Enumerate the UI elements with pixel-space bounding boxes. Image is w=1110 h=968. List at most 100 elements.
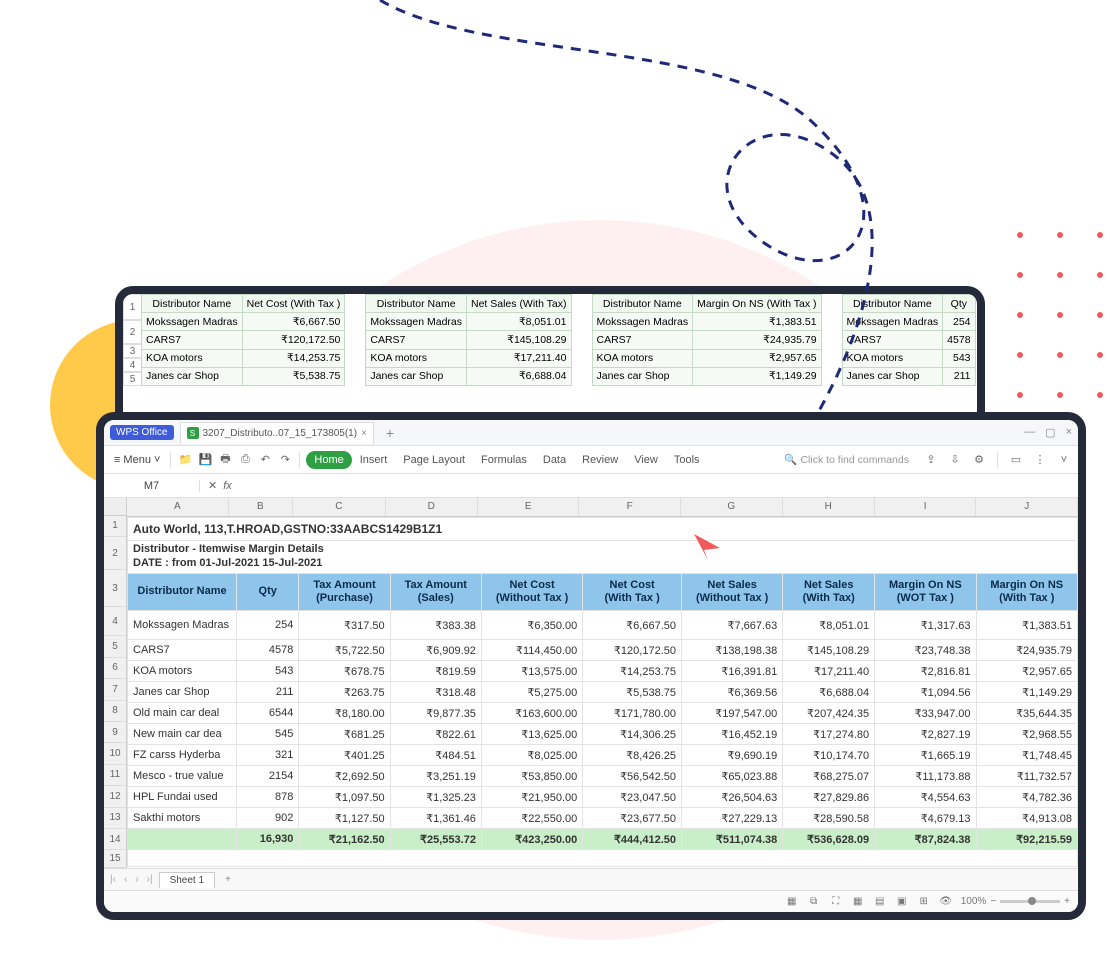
maximize-icon[interactable]: ▢ <box>1045 426 1055 439</box>
cell[interactable]: ₹681.25 <box>299 724 390 745</box>
cell[interactable]: Old main car deal <box>128 703 237 724</box>
cell[interactable]: ₹7,667.63 <box>682 611 783 640</box>
title-cell[interactable]: Auto World, 113,T.HROAD,GSTNO:33AABCS142… <box>128 518 1078 541</box>
column-header[interactable]: D <box>386 498 478 516</box>
cell[interactable]: ₹14,306.25 <box>583 724 682 745</box>
cell[interactable]: ₹263.75 <box>299 682 390 703</box>
cell[interactable]: ₹444,412.50 <box>583 829 682 850</box>
cell[interactable]: 902 <box>237 808 299 829</box>
cell[interactable]: ₹8,180.00 <box>299 703 390 724</box>
column-header[interactable]: G <box>681 498 783 516</box>
cell[interactable]: ₹2,816.81 <box>875 661 976 682</box>
cell[interactable]: ₹1,383.51 <box>976 611 1077 640</box>
cell[interactable]: ₹207,424.35 <box>783 703 875 724</box>
cell[interactable]: ₹163,600.00 <box>481 703 582 724</box>
cell[interactable]: ₹678.75 <box>299 661 390 682</box>
cell[interactable]: ₹1,317.63 <box>875 611 976 640</box>
cell[interactable]: ₹13,625.00 <box>481 724 582 745</box>
row-header[interactable]: 10 <box>104 743 126 764</box>
menu-button[interactable]: ≡ Menu ˅ <box>110 452 164 468</box>
cell[interactable]: ₹25,553.72 <box>390 829 481 850</box>
cell[interactable]: 4578 <box>237 640 299 661</box>
table-header[interactable]: Net Sales(Without Tax ) <box>682 574 783 611</box>
cell[interactable]: 321 <box>237 745 299 766</box>
cell[interactable]: 878 <box>237 787 299 808</box>
cell[interactable]: ₹171,780.00 <box>583 703 682 724</box>
column-header[interactable]: H <box>783 498 875 516</box>
cell[interactable]: ₹383.38 <box>390 611 481 640</box>
cell[interactable]: ₹138,198.38 <box>682 640 783 661</box>
minimize-icon[interactable]: — <box>1024 426 1035 439</box>
column-header[interactable]: J <box>976 498 1078 516</box>
cell[interactable]: ₹120,172.50 <box>583 640 682 661</box>
cell[interactable]: ₹1,665.19 <box>875 745 976 766</box>
sheet-nav-first-icon[interactable]: |‹ <box>108 874 118 885</box>
cell[interactable]: ₹26,504.63 <box>682 787 783 808</box>
zoom-in-icon[interactable]: + <box>1064 896 1070 907</box>
settings-icon[interactable]: ⚙ <box>971 452 987 468</box>
cell[interactable]: ₹511,074.38 <box>682 829 783 850</box>
row-header[interactable]: 15 <box>104 850 126 868</box>
cell[interactable]: ₹21,950.00 <box>481 787 582 808</box>
save-icon[interactable]: 💾 <box>197 452 213 468</box>
collapse-ribbon-icon[interactable]: ˅ <box>1056 452 1072 468</box>
cell[interactable]: ₹8,051.01 <box>783 611 875 640</box>
open-icon[interactable]: 📁 <box>177 452 193 468</box>
ribbon-tab-insert[interactable]: Insert <box>352 451 396 469</box>
cell[interactable]: ₹318.48 <box>390 682 481 703</box>
cell[interactable]: ₹2,968.55 <box>976 724 1077 745</box>
cell[interactable]: ₹536,628.09 <box>783 829 875 850</box>
row-header[interactable]: 14 <box>104 829 126 850</box>
ribbon-tab-data[interactable]: Data <box>535 451 574 469</box>
command-search[interactable]: 🔍 Click to find commands <box>784 453 909 466</box>
row-header[interactable]: 8 <box>104 701 126 722</box>
table-header[interactable]: Tax Amount(Sales) <box>390 574 481 611</box>
cell[interactable]: ₹16,391.81 <box>682 661 783 682</box>
cell[interactable]: 6544 <box>237 703 299 724</box>
row-header[interactable]: 7 <box>104 679 126 700</box>
panel-icon[interactable]: ▭ <box>1008 452 1024 468</box>
cell[interactable]: ₹35,644.35 <box>976 703 1077 724</box>
cell[interactable]: ₹1,094.56 <box>875 682 976 703</box>
column-header[interactable]: A <box>127 498 229 516</box>
cell[interactable]: ₹53,850.00 <box>481 766 582 787</box>
cell[interactable]: ₹317.50 <box>299 611 390 640</box>
cell[interactable]: ₹92,215.59 <box>976 829 1077 850</box>
cell[interactable]: ₹4,782.36 <box>976 787 1077 808</box>
cell[interactable]: ₹401.25 <box>299 745 390 766</box>
print-icon[interactable]: 🖶 <box>217 452 233 468</box>
ribbon-tab-page-layout[interactable]: Page Layout <box>395 451 473 469</box>
close-window-icon[interactable]: × <box>1066 426 1072 439</box>
cell[interactable]: ₹17,274.80 <box>783 724 875 745</box>
status-clip-icon[interactable]: ⧉ <box>807 895 821 909</box>
cell[interactable]: ₹6,909.92 <box>390 640 481 661</box>
view-normal-icon[interactable]: ▦ <box>851 895 865 909</box>
ribbon-tab-home[interactable]: Home <box>306 451 351 469</box>
cell[interactable]: ₹17,211.40 <box>783 661 875 682</box>
cell[interactable]: Janes car Shop <box>128 682 237 703</box>
cell[interactable]: ₹2,957.65 <box>976 661 1077 682</box>
column-header[interactable]: E <box>478 498 580 516</box>
cell[interactable]: 2154 <box>237 766 299 787</box>
cell[interactable]: ₹8,426.25 <box>583 745 682 766</box>
subtitle-cell[interactable]: Distributor - Itemwise Margin DetailsDAT… <box>128 541 1078 574</box>
cell[interactable]: ₹145,108.29 <box>783 640 875 661</box>
cell[interactable]: ₹23,047.50 <box>583 787 682 808</box>
status-expand-icon[interactable]: ⛶ <box>829 895 843 909</box>
view-break-icon[interactable]: ▣ <box>895 895 909 909</box>
cell[interactable]: ₹6,688.04 <box>783 682 875 703</box>
cell[interactable] <box>128 850 1078 867</box>
cell[interactable]: ₹9,690.19 <box>682 745 783 766</box>
row-header[interactable]: 2 <box>104 537 126 570</box>
table-header[interactable]: Net Cost(Without Tax ) <box>481 574 582 611</box>
table-header[interactable]: Distributor Name <box>128 574 237 611</box>
share-icon[interactable]: ⇪ <box>923 452 939 468</box>
cell[interactable]: ₹484.51 <box>390 745 481 766</box>
cell[interactable]: ₹4,679.13 <box>875 808 976 829</box>
sheet-tab[interactable]: Sheet 1 <box>159 872 215 888</box>
table-header[interactable]: Qty <box>237 574 299 611</box>
cell[interactable]: 211 <box>237 682 299 703</box>
eye-icon[interactable]: 👁 <box>939 895 953 909</box>
more-icon[interactable]: ⋮ <box>1032 452 1048 468</box>
ribbon-tab-formulas[interactable]: Formulas <box>473 451 535 469</box>
